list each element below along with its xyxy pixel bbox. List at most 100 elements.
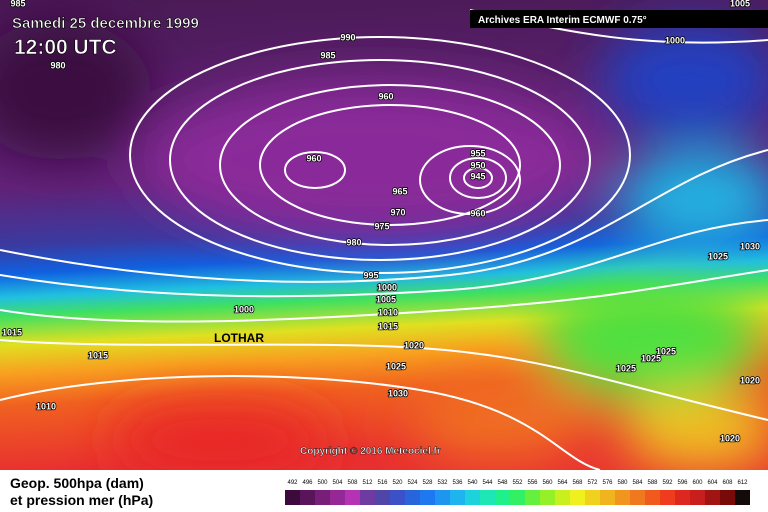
isobar-label: 1025	[708, 251, 728, 261]
copyright: Copyright © 2016 Meteociel.fr	[300, 446, 441, 457]
isobar-label: 1025	[641, 353, 661, 363]
colorbar-label: 596	[677, 480, 688, 486]
colorbar-label: 544	[482, 480, 493, 486]
colorbar-cell	[735, 490, 750, 505]
isobar-label: 1025	[616, 363, 636, 373]
colorbar-label: 580	[617, 480, 628, 486]
annotation: LOTHAR	[214, 331, 264, 345]
colorbar-label: 576	[602, 480, 613, 486]
colorbar-label: 492	[287, 480, 298, 486]
colorbar-label: 528	[422, 480, 433, 486]
isobars	[0, 9, 768, 471]
isobar-label: 975	[374, 221, 389, 231]
colorbar-cell	[675, 490, 690, 505]
isobar-label: 1020	[720, 433, 740, 443]
date: Samedi 25 decembre 1999	[12, 15, 199, 32]
colorbar-cell	[585, 490, 600, 505]
colorbar-label: 524	[407, 480, 418, 486]
colorbar-cell	[630, 490, 645, 505]
isobar-label: 995	[363, 270, 378, 280]
isobar-label: 1030	[388, 388, 408, 398]
colorbar-cell	[420, 490, 435, 505]
colorbar-label: 536	[452, 480, 463, 486]
source: Archives ERA Interim ECMWF 0.75°	[478, 15, 647, 26]
isobar-label: 1020	[404, 340, 424, 350]
legend-line: et pression mer (hPa)	[10, 492, 153, 508]
isobar-label: 1010	[36, 401, 56, 411]
isobar-label: 1025	[656, 346, 676, 356]
isobar-label: 1015	[2, 327, 22, 337]
colorbar-label: 560	[542, 480, 553, 486]
colorbar-cell	[390, 490, 405, 505]
colorbar-cell	[495, 490, 510, 505]
colorbar-cell	[570, 490, 585, 505]
legend-line: Geop. 500hpa (dam)	[10, 475, 144, 491]
colorbar-cell	[450, 490, 465, 505]
isobar-label: 945	[470, 171, 485, 181]
isobar-label: 980	[50, 60, 65, 70]
isobar-label: 980	[346, 237, 361, 247]
isobar-label: 985	[320, 50, 335, 60]
colorbar-cell	[360, 490, 375, 505]
colorbar-label: 548	[497, 480, 508, 486]
colorbar-cell	[285, 490, 300, 505]
colorbar-cell	[525, 490, 540, 505]
colorbar-cell	[315, 490, 330, 505]
isobar-label: 1005	[730, 0, 750, 8]
colorbar-cell	[465, 490, 480, 505]
colorbar-cell	[330, 490, 345, 505]
isobar-label: 970	[390, 207, 405, 217]
colorbar-label: 520	[392, 480, 403, 486]
colorbar-label: 612	[737, 480, 748, 486]
colorbar-cell	[510, 490, 525, 505]
colorbar-label: 540	[467, 480, 478, 486]
isobar-label: 955	[470, 148, 485, 158]
isobar-label: 960	[470, 208, 485, 218]
colorbar-cell	[720, 490, 735, 505]
colorbar-cell	[405, 490, 420, 505]
colorbar-cell	[705, 490, 720, 505]
isobar-label: 990	[340, 32, 355, 42]
field-patches	[0, 20, 768, 475]
colorbar-label: 532	[437, 480, 448, 486]
colorbar-cell	[345, 490, 360, 505]
isobar-label: 1010	[378, 307, 398, 317]
colorbar-label: 608	[722, 480, 733, 486]
colorbar-label: 604	[707, 480, 718, 486]
colorbar-cell	[645, 490, 660, 505]
colorbar-cell	[615, 490, 630, 505]
isobar-label: 1025	[386, 361, 406, 371]
colorbar-cell	[660, 490, 675, 505]
colorbar-label: 504	[332, 480, 343, 486]
colorbar-cell	[435, 490, 450, 505]
time: 12:00 UTC	[14, 36, 117, 59]
colorbar-label: 600	[692, 480, 703, 486]
colorbar-label: 508	[347, 480, 358, 486]
colorbar-label: 552	[512, 480, 523, 486]
isobar-label: 1015	[88, 350, 108, 360]
isobar-label: 1000	[377, 282, 397, 292]
colorbar-cell	[555, 490, 570, 505]
colorbar-cell	[690, 490, 705, 505]
isobar-label: 950	[470, 160, 485, 170]
colorbar-cell	[375, 490, 390, 505]
isobar-label: 1020	[740, 375, 760, 385]
colorbar-cell	[600, 490, 615, 505]
colorbar-label: 496	[302, 480, 313, 486]
colorbar-label: 512	[362, 480, 373, 486]
colorbar-label: 572	[587, 480, 598, 486]
source-box	[470, 10, 768, 28]
colorbar-cell	[300, 490, 315, 505]
isobar-label: 1000	[665, 35, 685, 45]
colorbar-label: 592	[662, 480, 673, 486]
isobar-label: 1005	[376, 294, 396, 304]
colorbar-label: 568	[572, 480, 583, 486]
colorbar-label: 500	[317, 480, 328, 486]
colorbar-label: 584	[632, 480, 643, 486]
colorbar-cell	[480, 490, 495, 505]
isobar-label: 1000	[234, 304, 254, 314]
isobar-label: 985	[10, 0, 25, 8]
isobar-label: 960	[378, 91, 393, 101]
